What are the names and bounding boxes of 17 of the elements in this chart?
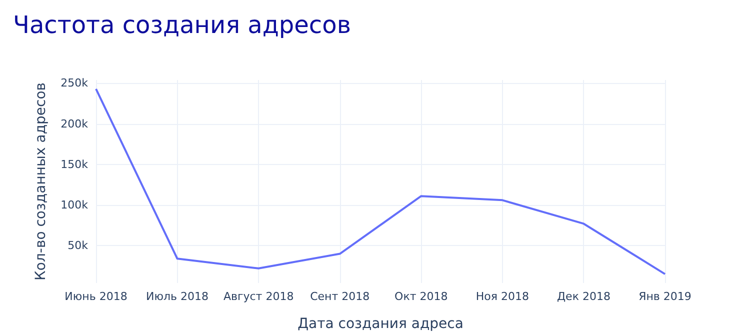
y-tick-label: 150k	[60, 158, 89, 171]
line-series	[95, 88, 666, 276]
x-tick-label: Июнь 2018	[64, 290, 128, 303]
x-tick-label: Янв 2019	[638, 290, 692, 303]
x-tick-label: Ноя 2018	[476, 290, 529, 303]
x-tick-label: Июль 2018	[146, 290, 209, 303]
x-tick-label: Сент 2018	[310, 290, 370, 303]
y-tick-label: 100k	[60, 198, 89, 212]
x-tick-label: Окт 2018	[394, 290, 448, 303]
x-tick-label: Август 2018	[223, 290, 294, 303]
x-tick-label: Дек 2018	[556, 290, 610, 303]
x-axis-title: Дата создания адреса	[298, 316, 464, 332]
y-tick-label: 250k	[60, 76, 89, 90]
y-tick-label: 50k	[68, 239, 89, 252]
y-axis-title: Кол-во созданных адресов	[33, 82, 49, 281]
chart-title: Частота создания адресов	[13, 11, 351, 39]
y-tick-label: 200k	[60, 117, 89, 130]
